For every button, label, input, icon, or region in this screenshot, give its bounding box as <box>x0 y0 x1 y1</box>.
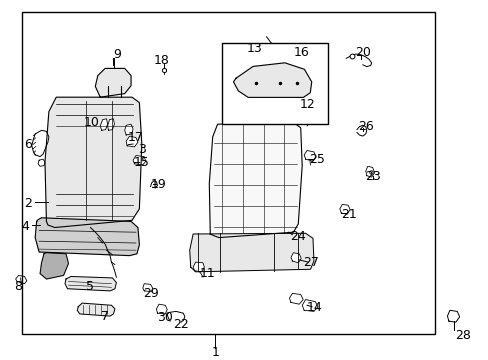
Text: 17: 17 <box>128 131 143 144</box>
Text: 1: 1 <box>211 346 219 359</box>
Text: 18: 18 <box>153 54 169 67</box>
Polygon shape <box>40 253 68 279</box>
Text: 25: 25 <box>308 153 324 166</box>
Polygon shape <box>133 156 145 165</box>
Text: 6: 6 <box>24 138 32 150</box>
Polygon shape <box>65 276 116 291</box>
Text: 20: 20 <box>354 46 370 59</box>
Polygon shape <box>365 166 374 177</box>
Bar <box>22 12 434 334</box>
Polygon shape <box>38 159 45 166</box>
Text: 2: 2 <box>24 197 32 210</box>
Text: 24: 24 <box>290 230 305 243</box>
Polygon shape <box>300 101 312 112</box>
Polygon shape <box>77 303 115 316</box>
Text: 22: 22 <box>173 318 188 331</box>
Text: 30: 30 <box>157 311 173 324</box>
Polygon shape <box>107 119 114 130</box>
Text: 9: 9 <box>113 48 121 60</box>
Text: 21: 21 <box>341 208 356 221</box>
Text: 27: 27 <box>303 256 318 269</box>
Text: 8: 8 <box>15 280 22 293</box>
Polygon shape <box>124 124 133 135</box>
Polygon shape <box>35 218 139 256</box>
Text: 23: 23 <box>364 170 380 183</box>
Polygon shape <box>156 304 167 314</box>
Polygon shape <box>45 97 142 228</box>
Text: 16: 16 <box>293 46 309 59</box>
Text: 15: 15 <box>134 156 149 169</box>
Text: 19: 19 <box>151 178 166 191</box>
Polygon shape <box>233 63 311 97</box>
Polygon shape <box>193 262 204 272</box>
Bar <box>222 43 327 124</box>
Text: 7: 7 <box>101 310 109 323</box>
Text: 12: 12 <box>299 98 314 111</box>
Text: 3: 3 <box>138 143 145 156</box>
Polygon shape <box>302 300 317 311</box>
Text: 4: 4 <box>21 220 29 233</box>
Polygon shape <box>290 253 301 263</box>
Polygon shape <box>209 122 302 238</box>
Text: 11: 11 <box>200 267 215 280</box>
Text: 14: 14 <box>306 301 322 314</box>
Polygon shape <box>16 275 27 284</box>
Polygon shape <box>100 119 107 130</box>
Text: 13: 13 <box>246 42 262 55</box>
Text: 10: 10 <box>84 116 100 129</box>
Text: 29: 29 <box>142 287 158 300</box>
Text: 26: 26 <box>357 120 373 133</box>
Polygon shape <box>289 293 303 304</box>
Text: 5: 5 <box>86 280 94 293</box>
Polygon shape <box>447 310 459 322</box>
Text: 28: 28 <box>454 329 469 342</box>
Polygon shape <box>290 55 303 64</box>
Polygon shape <box>32 130 49 157</box>
Polygon shape <box>142 284 152 292</box>
Polygon shape <box>189 233 313 272</box>
Polygon shape <box>126 136 138 147</box>
Polygon shape <box>304 150 315 161</box>
Polygon shape <box>95 68 131 97</box>
Polygon shape <box>339 204 349 214</box>
